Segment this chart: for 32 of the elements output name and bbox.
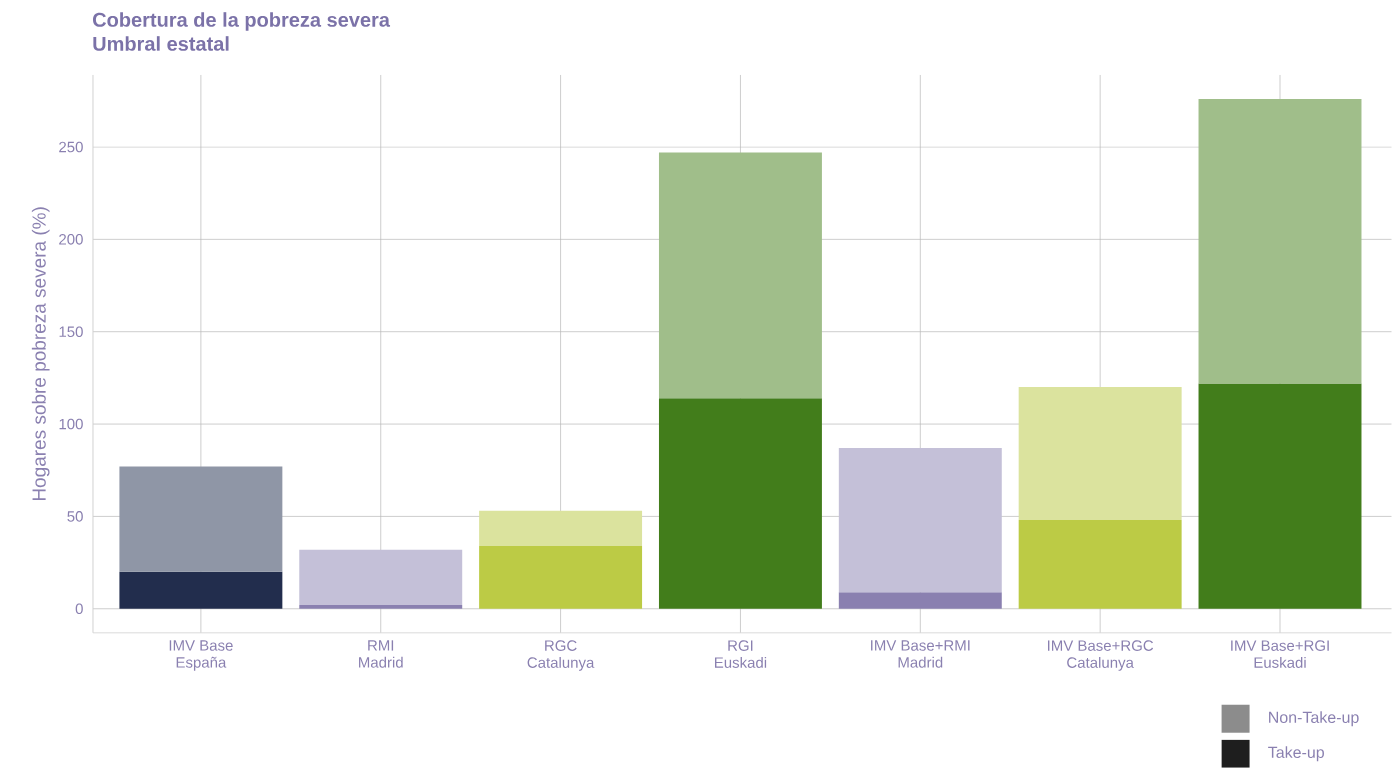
bar: [838, 448, 1002, 593]
x-tick-label: IMV Base+RGI Euskadi: [1231, 640, 1329, 669]
bar: [479, 511, 643, 547]
x-tick-label: RMI Madrid: [359, 640, 403, 668]
bar: [1018, 520, 1182, 609]
chart-title: Cobertura de la pobreza severa: [92, 12, 391, 31]
y-tick-label: 100: [59, 418, 83, 430]
x-tick-label: RGC Catalunya: [527, 640, 595, 672]
x-tick-label: IMV Base+RMI Madrid: [871, 640, 970, 668]
y-tick-label: 200: [59, 234, 83, 245]
bar: [119, 466, 283, 572]
bar: [658, 152, 822, 399]
text: Non-Take-up: [1269, 711, 1359, 727]
y-tick-label: 0: [75, 603, 83, 615]
bar: [838, 592, 1002, 609]
x-tick-label: IMV Base+RGC Catalunya: [1047, 640, 1154, 672]
bar: [1198, 383, 1362, 609]
text: Take-up: [1268, 746, 1324, 762]
bar: [299, 549, 463, 606]
y-tick-label: 250: [59, 141, 83, 153]
y-tick-label: 50: [67, 511, 83, 522]
y-tick-label: 150: [59, 326, 83, 338]
bar: [299, 605, 463, 609]
x-tick-label: RGI Euskadi: [715, 640, 767, 669]
bar: [119, 571, 283, 609]
bar: [479, 546, 643, 609]
x-tick-label: IMV Base España: [169, 640, 233, 671]
bar: [658, 398, 822, 609]
y-axis-title: Hogares sobre pobreza severa (%): [31, 207, 50, 501]
chart-subtitle: Umbral estatal: [93, 36, 229, 51]
bar: [1018, 387, 1182, 521]
bar: [1198, 99, 1362, 384]
